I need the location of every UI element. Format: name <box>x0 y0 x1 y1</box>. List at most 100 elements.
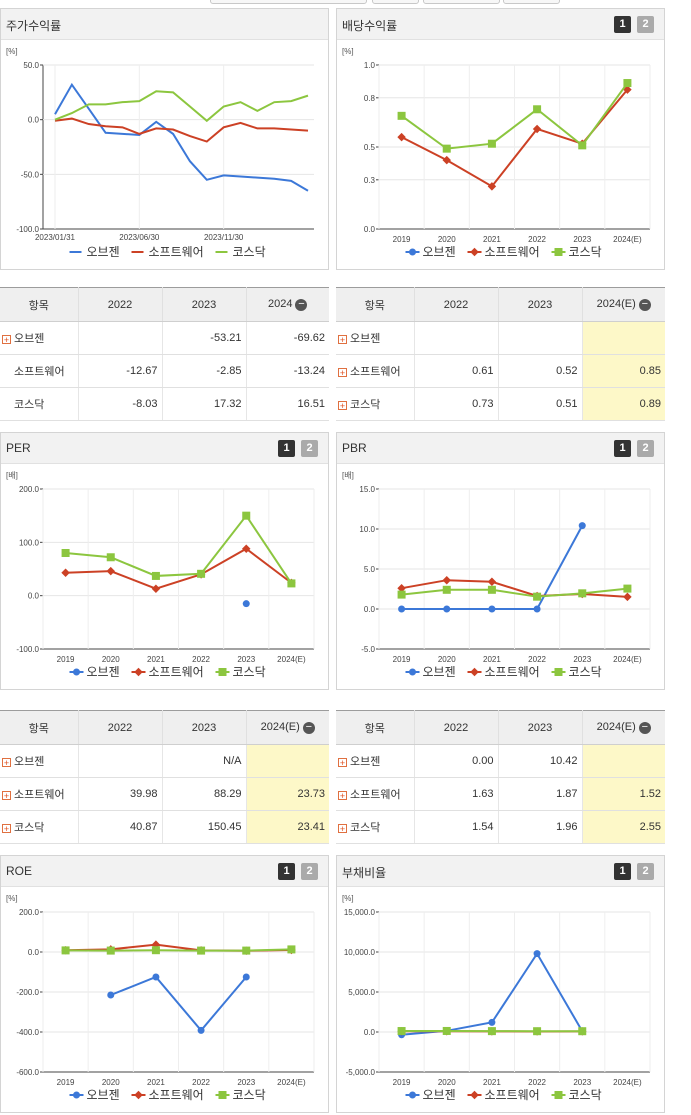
legend-marker <box>554 248 563 256</box>
period-button-2[interactable]: 2 <box>301 440 318 457</box>
legend-label: 오브젠 <box>87 245 120 259</box>
series-kosdaq <box>397 79 632 153</box>
data-point-kosdaq <box>106 946 115 955</box>
column-header-year: 2023 <box>162 710 247 745</box>
expand-icon[interactable]: + <box>338 367 347 378</box>
y-tick-label: 0.0 <box>28 116 40 125</box>
legend-label: 오브젠 <box>423 245 456 259</box>
column-header-label: 항목 <box>364 299 385 312</box>
chart-panel-per: PER 1 2 [배] 200.0 100.0 0.0 -100.0 2019 2020 2021 2… <box>0 432 329 690</box>
panel-title: 주가수익률 <box>6 19 62 33</box>
legend-label: 소프트웨어 <box>485 245 540 259</box>
data-point-kosdaq <box>242 511 251 520</box>
column-header-year: 2022 <box>414 287 499 322</box>
column-header-year: 2022 <box>78 710 163 745</box>
column-header-year: 2024− <box>246 287 329 322</box>
collapse-icon[interactable]: − <box>295 298 308 311</box>
y-tick-label: 0.0 <box>364 605 376 614</box>
expand-icon[interactable]: + <box>338 757 347 768</box>
value-cell: 1.63 <box>414 777 499 811</box>
data-point-kosdaq <box>487 139 496 148</box>
legend-marker <box>218 1091 227 1099</box>
data-point-kosdaq <box>623 79 632 88</box>
expand-icon[interactable]: + <box>338 790 347 801</box>
legend-label: 소프트웨어 <box>485 665 540 679</box>
x-tick-label: 2020 <box>438 235 456 244</box>
y-tick-label: 5.0 <box>364 565 376 574</box>
data-point-obzen <box>533 605 541 613</box>
x-tick-label: 2023/11/30 <box>204 233 244 242</box>
data-point-kosdaq <box>578 141 587 150</box>
legend-item-kosdaq: 코스닥 <box>215 245 266 259</box>
collapse-icon[interactable]: − <box>302 721 315 734</box>
row-name-cell: + 오브젠 <box>336 744 415 778</box>
period-button-1[interactable]: 1 <box>278 440 295 457</box>
x-tick-label: 2022 <box>192 1078 210 1087</box>
value-cell: -13.24 <box>246 354 329 388</box>
column-header-label: 2022 <box>443 721 469 734</box>
value-cell <box>498 321 583 355</box>
value-cell: 0.85 <box>582 354 665 388</box>
period-button-2[interactable]: 2 <box>637 863 654 880</box>
data-point-kosdaq <box>623 584 632 593</box>
panel-header: ROE 1 2 <box>1 856 328 887</box>
y-tick-label: -100.0 <box>16 645 39 654</box>
value-cell <box>246 744 329 778</box>
chart-panel-stock-return: 주가수익률 [%] 50.0 0.0 -50.0 -100.0 2023/01/31 2023… <box>0 8 329 270</box>
legend-label: 코스닥 <box>569 1088 602 1102</box>
column-header-year: 2024(E) − <box>246 710 329 745</box>
period-button-2[interactable]: 2 <box>301 863 318 880</box>
legend-item-kosdaq: 코스닥 <box>215 1088 266 1102</box>
period-button-2[interactable]: 2 <box>637 16 654 33</box>
series-kosdaq <box>61 945 296 955</box>
expand-icon[interactable]: + <box>338 400 347 411</box>
expand-icon[interactable]: + <box>2 757 11 768</box>
period-button-1[interactable]: 1 <box>614 863 631 880</box>
period-button-1[interactable]: 1 <box>614 440 631 457</box>
y-tick-label: 15,000.0 <box>344 908 376 917</box>
value-cell: 0.73 <box>414 387 499 421</box>
data-point-software <box>442 575 451 585</box>
top-button[interactable] <box>423 0 500 4</box>
expand-icon[interactable]: + <box>2 790 11 801</box>
legend-item-kosdaq: 코스닥 <box>551 245 602 259</box>
x-tick-label: 2022 <box>528 235 546 244</box>
legend-item-software: 소프트웨어 <box>467 245 540 259</box>
table-stock-return: 항목 2022 2023 2024− + 오브젠 -53.21 -69.62 소프트웨어 -12.… <box>0 287 329 421</box>
collapse-icon[interactable]: − <box>638 721 651 734</box>
series-line-software <box>65 547 293 590</box>
series-line-obzen <box>110 975 248 1032</box>
top-button[interactable] <box>503 0 560 4</box>
expand-icon[interactable]: + <box>2 334 11 345</box>
series-obzen <box>54 82 309 192</box>
expand-icon[interactable]: + <box>2 823 11 834</box>
value-cell <box>78 321 163 355</box>
top-button[interactable] <box>372 0 419 4</box>
period-button-1[interactable]: 1 <box>614 16 631 33</box>
x-tick-label: 2021 <box>147 1078 165 1087</box>
chart-panel-roe: ROE 1 2 [%] 200.0 0.0 -200.0 -400.0 -600.0 2019 20… <box>0 855 329 1113</box>
expand-icon[interactable]: + <box>338 334 347 345</box>
period-button-2[interactable]: 2 <box>637 440 654 457</box>
legend-item-obzen: 오브젠 <box>405 665 456 679</box>
period-button-1[interactable]: 1 <box>278 863 295 880</box>
collapse-icon[interactable]: − <box>638 298 651 311</box>
data-point-kosdaq <box>242 946 251 955</box>
value-cell: 150.45 <box>162 810 247 844</box>
x-tick-label: 2024(E) <box>613 235 642 244</box>
table-row: + 오브젠 <box>336 321 665 355</box>
y-tick-label: 0.0 <box>364 225 376 234</box>
top-button[interactable] <box>210 0 367 4</box>
value-cell: N/A <box>162 744 247 778</box>
expand-icon[interactable]: + <box>338 823 347 834</box>
x-tick-label: 2019 <box>57 655 75 664</box>
x-tick-label: 2022 <box>528 1078 546 1087</box>
legend-label: 소프트웨어 <box>149 665 204 679</box>
x-tick-label: 2020 <box>102 655 120 664</box>
x-tick-label: 2024(E) <box>277 1078 306 1087</box>
x-tick-label: 2020 <box>102 1078 120 1087</box>
row-name-cell: + 소프트웨어 <box>336 777 415 811</box>
y-tick-label: -5.0 <box>361 645 375 654</box>
value-cell: 0.52 <box>498 354 583 388</box>
legend-marker <box>218 668 227 676</box>
